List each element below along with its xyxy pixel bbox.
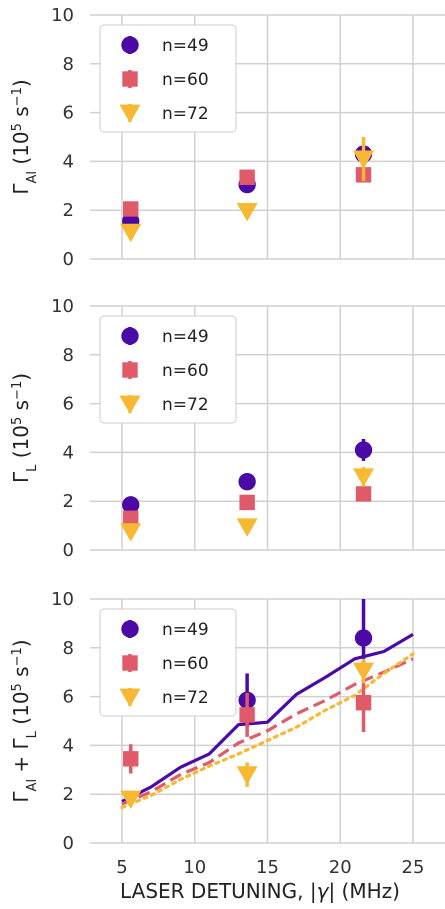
legend-marker-n-60 (122, 362, 138, 378)
x-tick-label: 25 (402, 857, 425, 878)
marker-n-49 (122, 496, 140, 514)
marker-n-60 (239, 707, 255, 723)
x-tick-label: 20 (329, 857, 352, 878)
legend-label: n=60 (162, 361, 209, 381)
y-tick-label: 6 (63, 394, 74, 415)
legend: n=49 n=60 n=72 (99, 24, 237, 133)
legend-label: n=72 (162, 104, 209, 124)
y-tick-label: 8 (63, 345, 74, 366)
y-axis-label: ΓL (105 s−1) (9, 373, 40, 483)
panel-2: 0 2 4 6 8 10 ΓL (105 s−1) n=49 n=60 n=72 (9, 296, 445, 561)
y-tick-label: 4 (63, 442, 74, 463)
marker-n-72 (353, 662, 375, 681)
marker-n-72 (236, 518, 258, 537)
y-tick-label: 2 (63, 491, 74, 512)
legend: n=49 n=60 n=72 (99, 315, 237, 424)
legend-label: n=60 (162, 70, 209, 90)
marker-n-72 (236, 766, 258, 785)
marker-n-49 (238, 473, 256, 491)
y-tick-label: 0 (63, 833, 74, 854)
marker-n-72 (120, 523, 142, 542)
y-tick-label: 0 (63, 249, 74, 270)
marker-n-60 (123, 751, 139, 767)
marker-n-72 (120, 790, 142, 810)
marker-n-60 (123, 201, 139, 217)
marker-n-72 (120, 223, 142, 243)
y-axis-label: ΓAl + ΓL (105 s−1) (9, 639, 40, 802)
legend-marker-n-72 (119, 688, 141, 707)
marker-n-72 (353, 468, 375, 487)
x-tick-label: 5 (116, 857, 127, 878)
marker-n-72 (236, 203, 258, 222)
plot-area (120, 137, 375, 243)
y-tick-label: 4 (63, 151, 74, 172)
legend-label: n=72 (162, 395, 209, 415)
marker-n-49 (354, 441, 373, 459)
marker-n-60 (123, 510, 139, 526)
legend-marker-n-60 (122, 71, 138, 87)
plot-area (120, 438, 375, 542)
legend-marker-n-49 (121, 327, 139, 345)
marker-n-72 (353, 150, 375, 169)
y-tick-label: 10 (51, 5, 74, 26)
y-tick-label: 2 (63, 784, 74, 805)
panel-1: 0 2 4 6 8 10 ΓAl (105 s−1) n=49 n=60 n=72 (9, 5, 445, 270)
legend-marker-n-72 (119, 395, 141, 414)
marker-n-60 (355, 486, 372, 502)
legend-marker-n-72 (119, 104, 141, 123)
panel-3: 0 2 4 6 8 10 ΓAl + ΓL (105 s−1) n=49 n=60 n=72 5 10… (9, 589, 445, 903)
legend: n=49 n=60 n=72 (99, 608, 237, 717)
x-tick-label: 10 (183, 857, 206, 878)
legend-label: n=49 (162, 327, 209, 347)
legend-marker-n-49 (121, 620, 139, 638)
legend-label: n=72 (162, 688, 209, 708)
marker-n-60 (355, 695, 372, 711)
y-axis-label: ΓAl (105 s−1) (9, 79, 40, 194)
y-tick-label: 6 (63, 687, 74, 708)
plot-area (120, 599, 415, 810)
y-tick-label: 0 (63, 540, 74, 561)
y-tick-label: 8 (63, 638, 74, 659)
y-tick-label: 8 (63, 54, 74, 75)
marker-n-49 (354, 629, 373, 647)
y-tick-label: 2 (63, 200, 74, 221)
x-tick-label: 15 (256, 857, 279, 878)
x-axis-label: LASER DETUNING, |γ| (MHz) (120, 879, 400, 903)
y-tick-label: 4 (63, 735, 74, 756)
legend-marker-n-60 (122, 655, 138, 671)
marker-n-60 (239, 494, 255, 511)
legend-marker-n-49 (121, 36, 139, 54)
marker-n-60 (239, 169, 255, 185)
legend-label: n=49 (162, 620, 209, 640)
legend-label: n=60 (162, 654, 209, 674)
legend-label: n=49 (162, 36, 209, 56)
y-tick-label: 6 (63, 103, 74, 124)
y-tick-label: 10 (51, 296, 74, 317)
y-tick-label: 10 (51, 589, 74, 610)
